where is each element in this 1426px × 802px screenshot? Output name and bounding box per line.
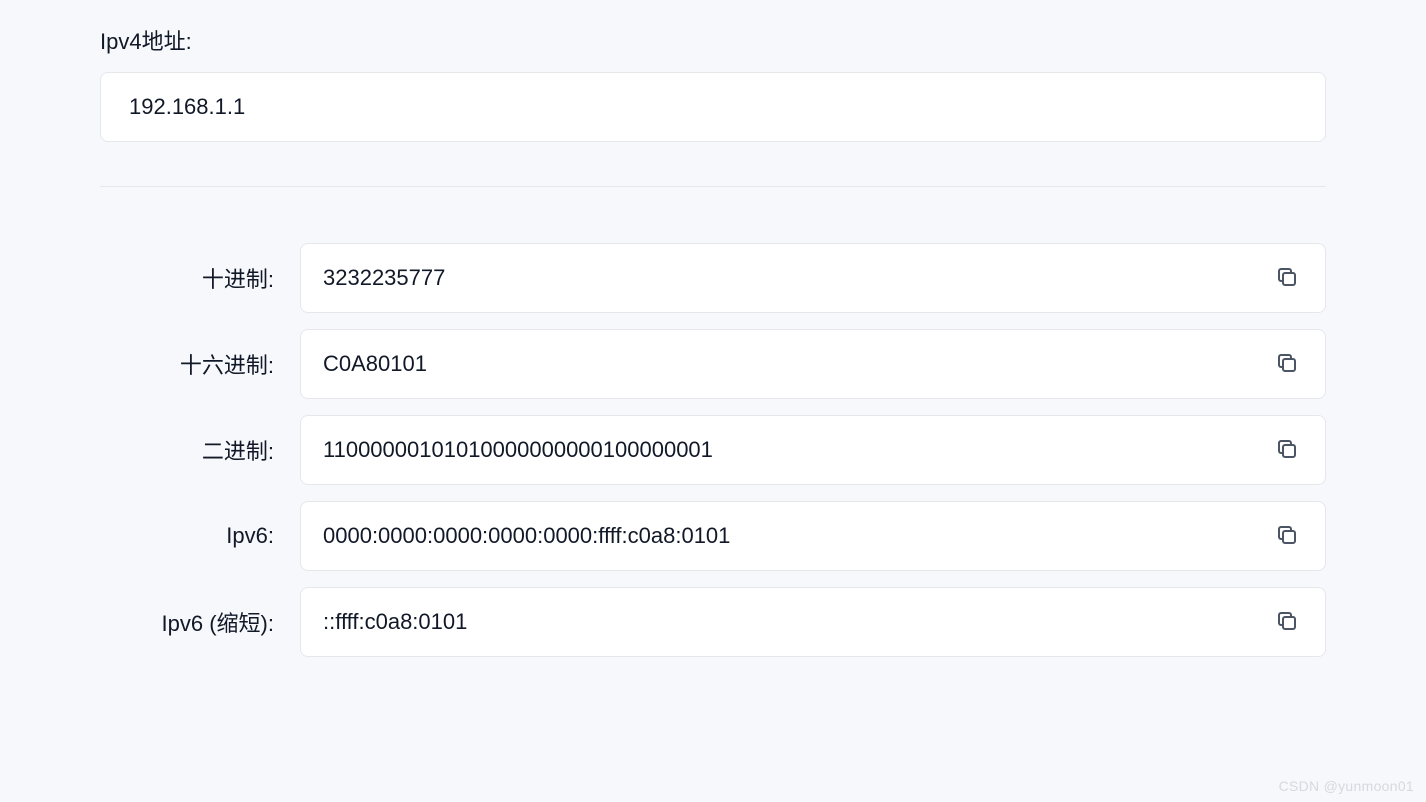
result-row-ipv6-short: Ipv6 (缩短):::ffff:c0a8:0101 (100, 587, 1326, 657)
result-value-hex: C0A80101 (323, 351, 427, 377)
copy-icon (1275, 437, 1299, 464)
result-row-ipv6: Ipv6: 0000:0000:0000:0000:0000:ffff:c0a8:… (100, 501, 1326, 571)
copy-icon (1275, 523, 1299, 550)
copy-button-ipv6[interactable] (1271, 519, 1303, 554)
result-box-hex: C0A80101 (300, 329, 1326, 399)
result-box-ipv6-short: ::ffff:c0a8:0101 (300, 587, 1326, 657)
copy-button-hex[interactable] (1271, 347, 1303, 382)
copy-icon (1275, 351, 1299, 378)
result-label-ipv6: Ipv6: (100, 523, 300, 549)
copy-button-decimal[interactable] (1271, 261, 1303, 296)
converter-panel: Ipv4地址: 十进制: 3232235777 十六进制: C0A80101 二进制: 1… (0, 0, 1426, 657)
result-box-binary: 11000000101010000000000100000001 (300, 415, 1326, 485)
result-row-decimal: 十进制: 3232235777 (100, 243, 1326, 313)
result-label-binary: 二进制: (100, 434, 300, 466)
result-row-hex: 十六进制: C0A80101 (100, 329, 1326, 399)
ipv4-input[interactable] (100, 72, 1326, 142)
result-box-decimal: 3232235777 (300, 243, 1326, 313)
result-value-ipv6-short: ::ffff:c0a8:0101 (323, 609, 467, 635)
copy-button-binary[interactable] (1271, 433, 1303, 468)
copy-button-ipv6-short[interactable] (1271, 605, 1303, 640)
result-value-ipv6: 0000:0000:0000:0000:0000:ffff:c0a8:0101 (323, 523, 730, 549)
result-label-hex: 十六进制: (100, 348, 300, 380)
copy-icon (1275, 265, 1299, 292)
ipv4-input-label: Ipv4地址: (100, 24, 1326, 56)
result-label-decimal: 十进制: (100, 262, 300, 294)
result-label-ipv6-short: Ipv6 (缩短): (100, 606, 300, 638)
watermark-text: CSDN @yunmoon01 (1279, 778, 1414, 794)
copy-icon (1275, 609, 1299, 636)
section-divider (100, 186, 1326, 187)
result-row-binary: 二进制: 11000000101010000000000100000001 (100, 415, 1326, 485)
result-value-decimal: 3232235777 (323, 265, 445, 291)
result-value-binary: 11000000101010000000000100000001 (323, 437, 713, 463)
result-box-ipv6: 0000:0000:0000:0000:0000:ffff:c0a8:0101 (300, 501, 1326, 571)
results-list: 十进制: 3232235777 十六进制: C0A80101 二进制: 110000001… (100, 243, 1326, 657)
